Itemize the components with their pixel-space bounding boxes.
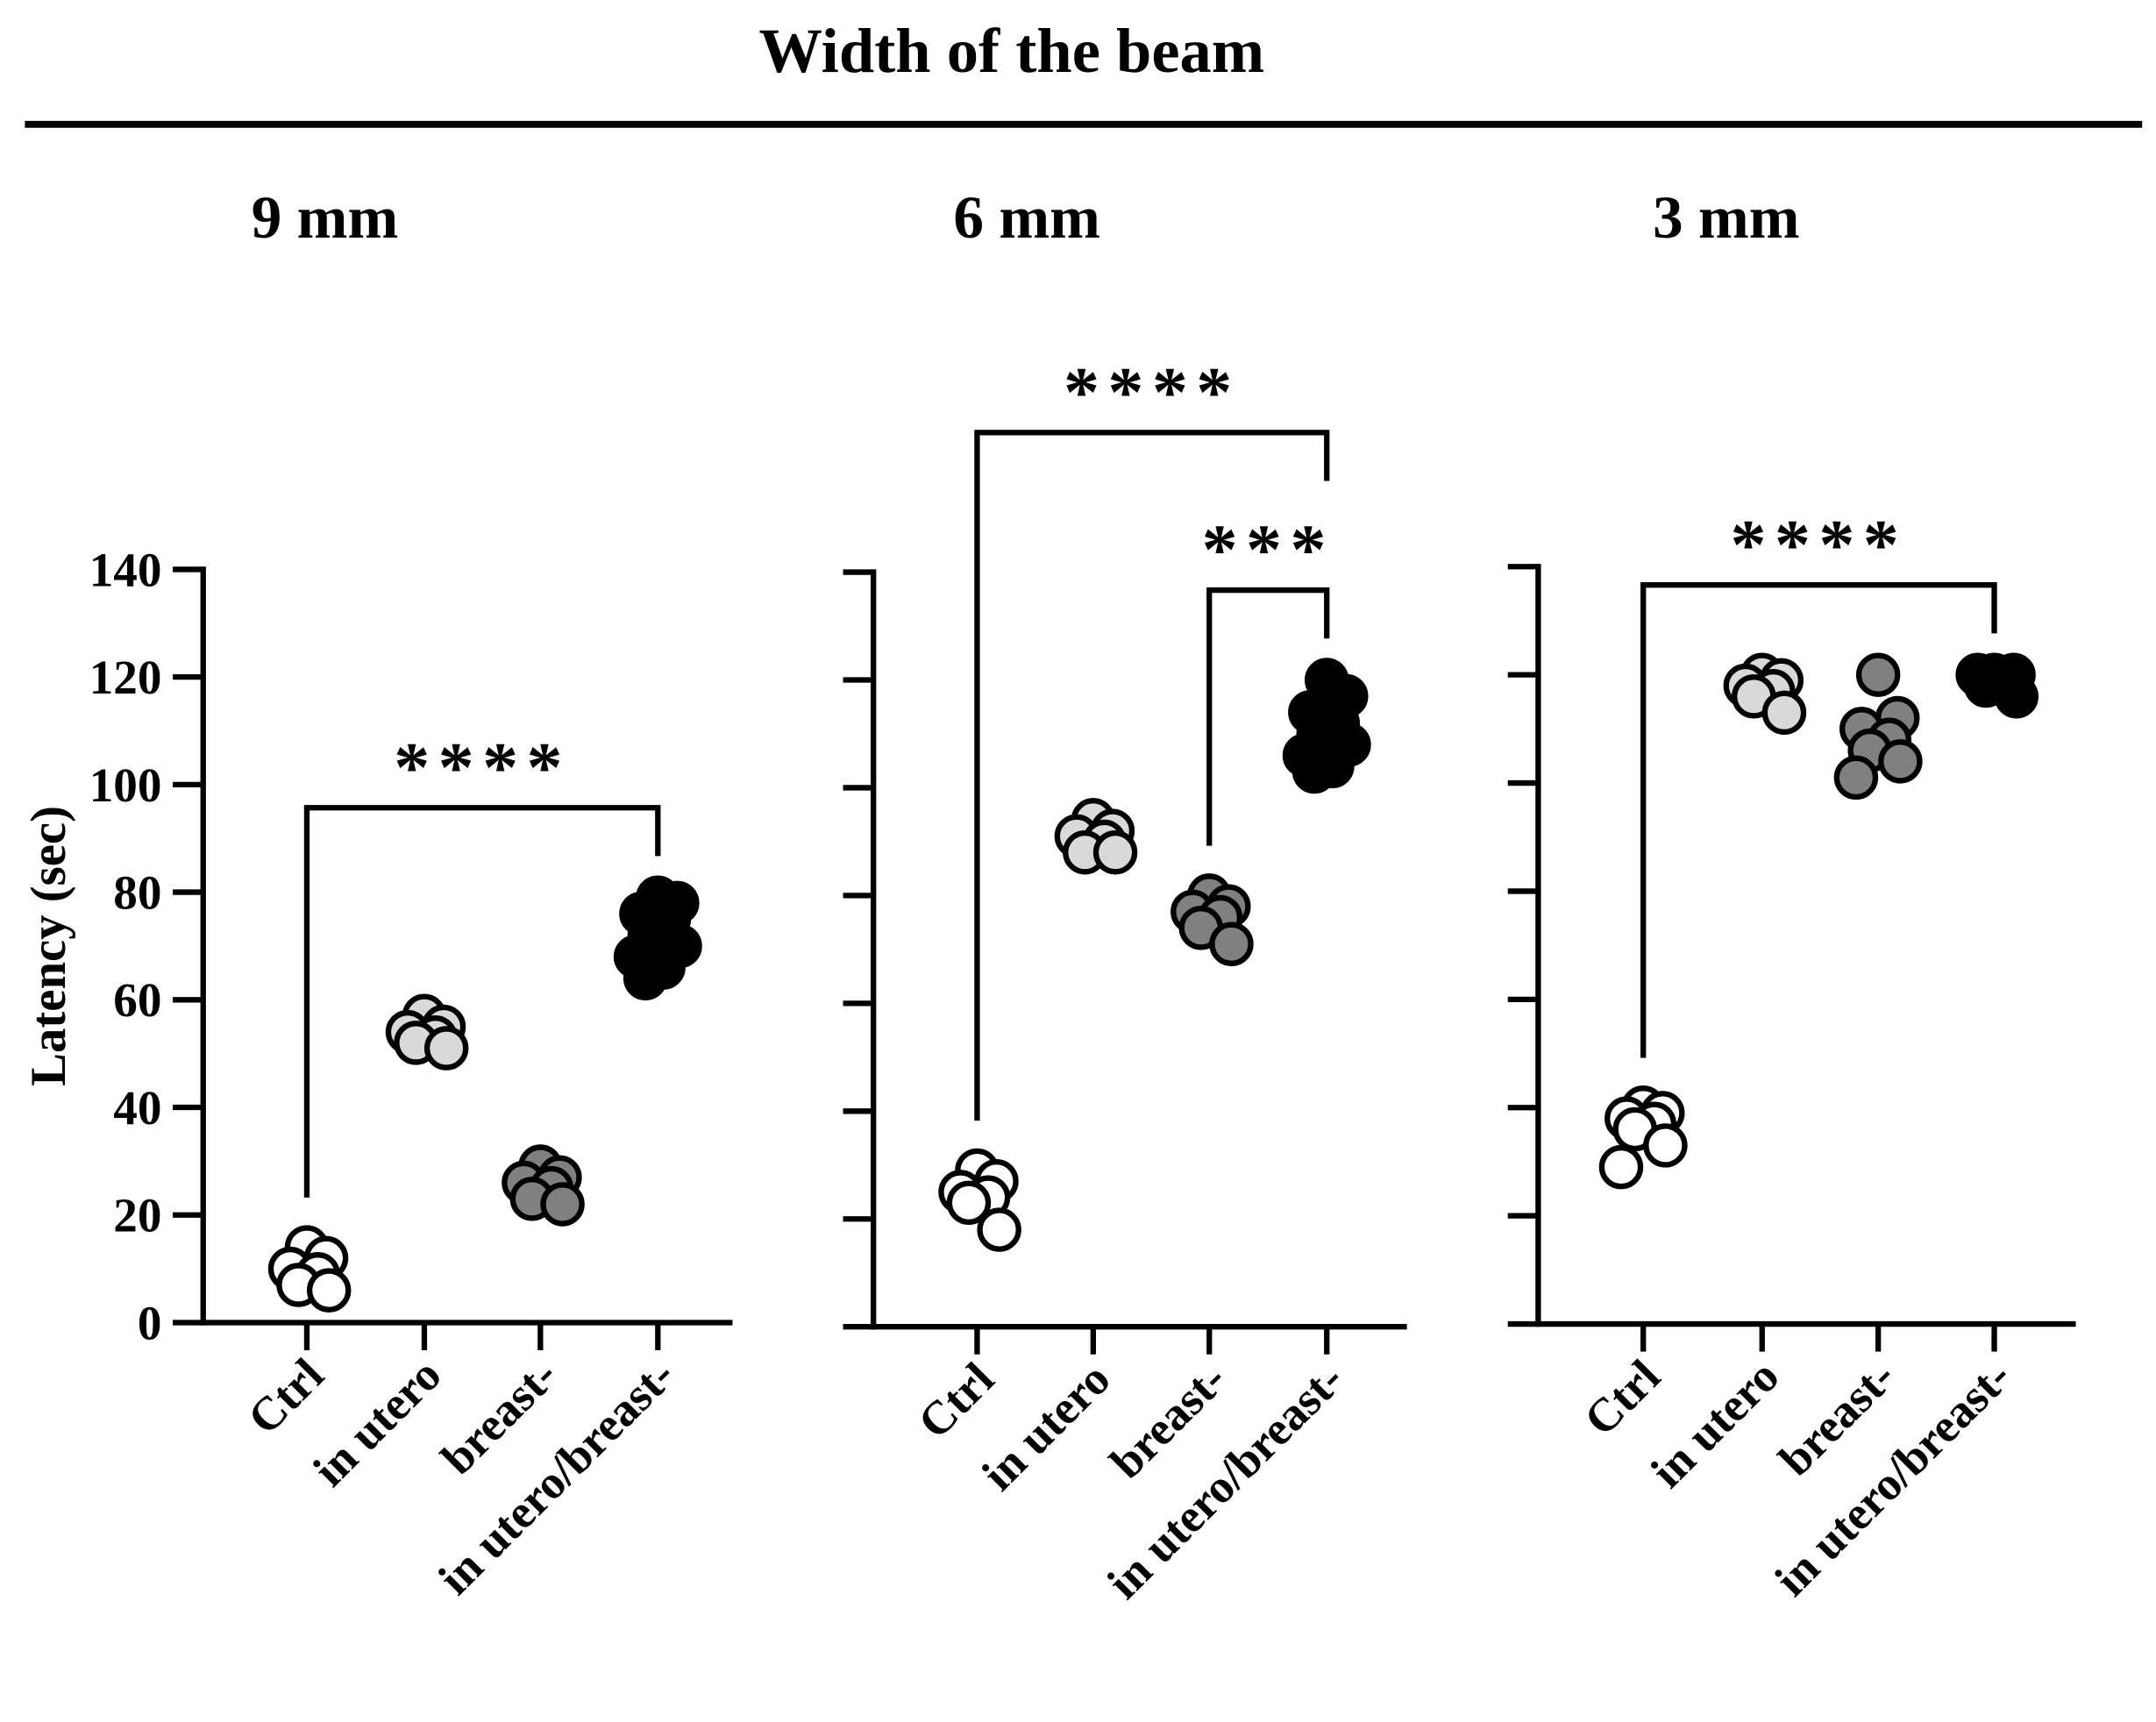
figure-title: Width of the beam xyxy=(758,15,1264,86)
data-point xyxy=(1209,921,1254,966)
data-point xyxy=(1761,690,1807,736)
data-point xyxy=(423,1026,469,1071)
x-tick-label: Ctrl xyxy=(238,1348,334,1445)
data-point xyxy=(1994,674,2039,719)
data-point xyxy=(1833,755,1879,801)
data-point xyxy=(1598,1144,1644,1190)
y-tick-label: 20 xyxy=(113,1189,161,1242)
data-point xyxy=(946,1180,992,1226)
significance-label: **** xyxy=(394,727,571,807)
significance-bracket xyxy=(974,430,1330,1121)
y-tick-label: 140 xyxy=(89,543,162,596)
x-tick-label: in utero xyxy=(971,1352,1120,1500)
significance-label: *** xyxy=(1202,509,1334,589)
y-tick-label: 80 xyxy=(113,865,161,919)
significance-bracket xyxy=(303,805,661,1198)
x-tick-label: in utero xyxy=(1640,1349,1789,1498)
x-tick-label: Ctrl xyxy=(1574,1349,1670,1446)
data-point xyxy=(540,1182,585,1227)
data-point xyxy=(1878,739,1923,784)
data-point xyxy=(1643,1123,1688,1168)
x-tick-label: Ctrl xyxy=(907,1352,1004,1448)
y-tick-label: 60 xyxy=(113,973,161,1027)
significance-bracket xyxy=(1640,582,1997,1058)
data-point xyxy=(1291,749,1337,794)
significance-label: **** xyxy=(1730,504,1907,584)
panel-title: 6 mm xyxy=(953,184,1100,252)
panel-title: 9 mm xyxy=(252,184,399,252)
data-point xyxy=(623,956,668,1000)
y-tick-label: 0 xyxy=(138,1296,162,1349)
y-tick-label: 40 xyxy=(113,1081,161,1135)
significance-bracket xyxy=(1206,587,1330,846)
data-point xyxy=(977,1207,1021,1252)
y-axis-label: Latency (sec) xyxy=(21,806,76,1086)
y-tick-label: 120 xyxy=(89,651,162,704)
y-tick-label: 100 xyxy=(89,758,162,812)
data-point xyxy=(306,1268,352,1313)
x-tick-label: in utero xyxy=(302,1348,451,1497)
significance-label: **** xyxy=(1064,352,1241,431)
data-point xyxy=(1092,830,1138,875)
panel-title: 3 mm xyxy=(1653,184,1800,252)
data-point xyxy=(1855,652,1901,697)
